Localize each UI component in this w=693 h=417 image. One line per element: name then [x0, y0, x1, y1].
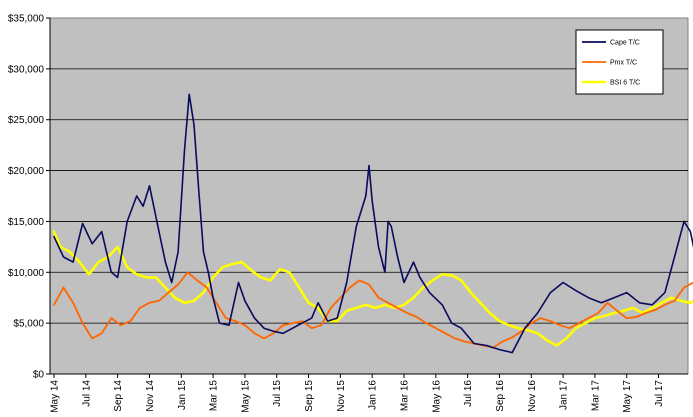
x-tick-label: Jan 17 [559, 380, 570, 410]
x-tick-label: Nov 14 [145, 380, 156, 412]
series-line-bsi-6-t-c [52, 230, 693, 347]
y-tick-label: $25,000 [8, 115, 45, 126]
x-tick-label: Jan 15 [177, 380, 188, 410]
y-tick-label: $30,000 [8, 64, 45, 75]
x-tick-label: Mar 16 [400, 380, 411, 412]
y-tick-label: $0 [33, 370, 45, 381]
x-tick-label: Nov 15 [336, 380, 347, 412]
series-layer [52, 93, 693, 354]
x-tick-label: May 17 [622, 380, 633, 413]
x-tick-label: Sep 14 [113, 380, 124, 412]
x-axis: May 14 Jul 14 Sep 14 Nov 14 Jan 15 Mar 15 May … [50, 373, 688, 413]
legend: Cape T/C Pmx T/C BSI 6 T/C [575, 29, 664, 95]
y-tick-label: $10,000 [8, 268, 45, 279]
x-tick-label: Nov 16 [527, 380, 538, 412]
y-tick-label: $20,000 [8, 166, 45, 177]
x-tick-label: Jul 16 [463, 380, 474, 407]
series-line-cape-t-c [53, 93, 693, 354]
y-tick-label: $35,000 [8, 14, 45, 25]
x-tick-label: Sep 15 [304, 380, 315, 412]
y-tick-label: $15,000 [8, 217, 45, 228]
y-axis: $0 $5,000 $10,000 $15,000 $20,000 $25,000 $30,… [8, 14, 51, 381]
y-tick-label: $5,000 [13, 319, 44, 330]
x-tick-label: May 16 [431, 380, 442, 413]
x-tick-label: Mar 17 [590, 380, 601, 412]
x-tick-label: Jul 14 [81, 380, 92, 407]
legend-label: Pmx T/C [610, 60, 637, 67]
x-tick-label: Jan 16 [368, 380, 379, 410]
x-tick-label: Sep 16 [495, 380, 506, 412]
legend-label: Cape T/C [610, 40, 640, 47]
x-tick-label: May 15 [240, 380, 251, 413]
x-tick-label: May 14 [50, 380, 61, 413]
x-tick-label: Jul 15 [272, 380, 283, 407]
x-tick-label: Jul 17 [654, 380, 665, 407]
x-tick-label: Mar 15 [209, 380, 220, 412]
legend-label: BSI 6 T/C [610, 80, 640, 87]
